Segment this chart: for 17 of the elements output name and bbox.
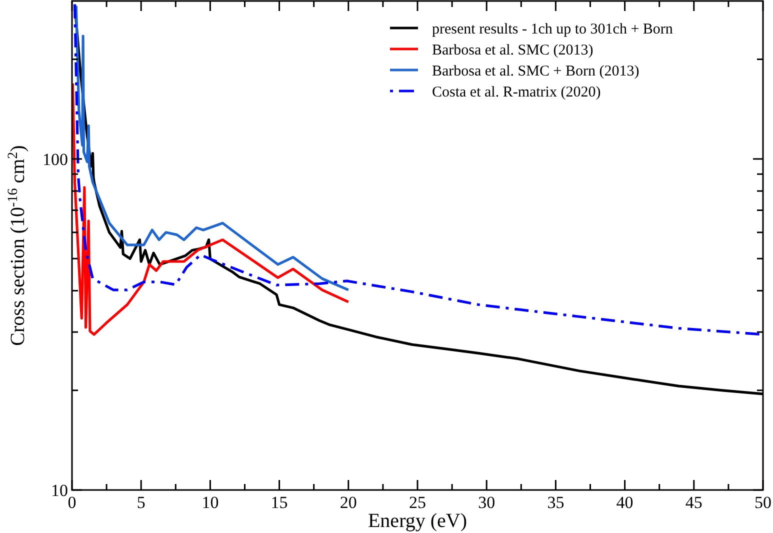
x-tick-label: 20 bbox=[340, 493, 357, 512]
x-tick-label: 10 bbox=[202, 493, 219, 512]
legend-label: Barbosa et al. SMC (2013) bbox=[432, 42, 594, 58]
x-tick-label: 30 bbox=[478, 493, 496, 512]
legend-label: present results - 1ch up to 301ch + Born bbox=[432, 21, 674, 38]
x-tick-label: 5 bbox=[136, 493, 146, 512]
legend-label: Costa et al. R-matrix (2020) bbox=[432, 84, 601, 100]
x-tick-label: 45 bbox=[685, 493, 702, 512]
y-tick-label: 100 bbox=[42, 150, 68, 169]
x-tick-label: 50 bbox=[754, 493, 772, 512]
legend-label: Barbosa et al. SMC + Born (2013) bbox=[432, 63, 640, 80]
x-tick-label: 40 bbox=[616, 493, 634, 512]
x-tick-label: 0 bbox=[68, 493, 76, 512]
x-tick-label: 25 bbox=[409, 493, 426, 512]
x-tick-label: 15 bbox=[270, 493, 288, 512]
x-tick-label: 35 bbox=[547, 493, 564, 512]
x-axis-title: Energy (eV) bbox=[368, 510, 468, 532]
